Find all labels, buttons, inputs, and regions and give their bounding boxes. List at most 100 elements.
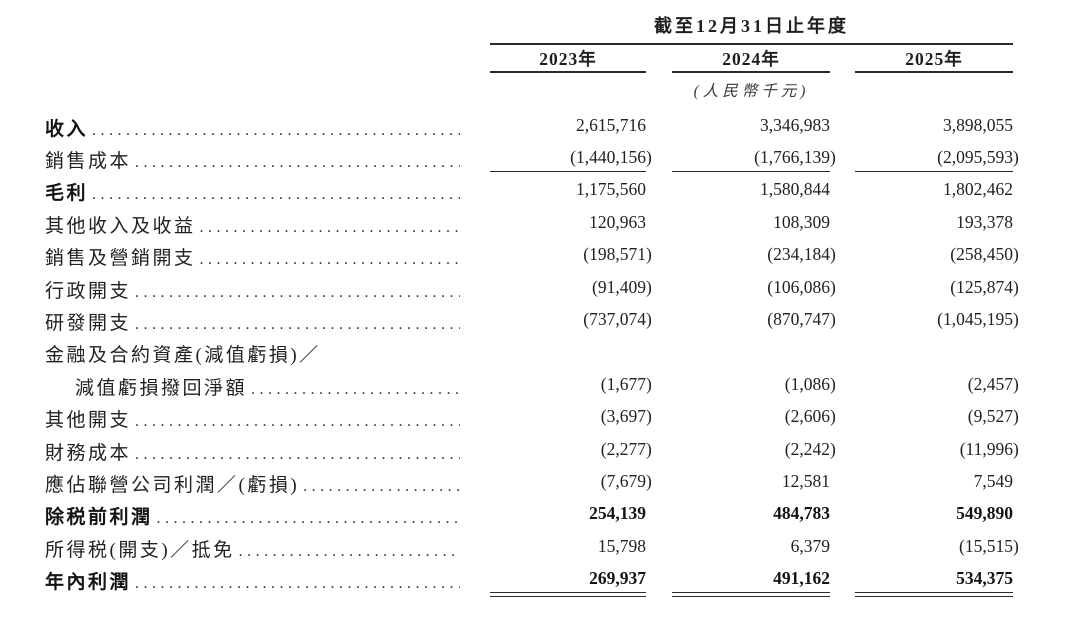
value-2024: 484,783 [672,500,841,532]
table-row: 應佔聯營公司利潤／(虧損) (7,679 ) 12,581 7,549 [45,467,1080,499]
paren-slot: ) [830,406,836,427]
row-label-cell: 所得税(開支)／抵免 [45,535,490,562]
row-label: 收入 [45,118,89,140]
value-2024: (2,242 ) [672,435,841,467]
paren-slot: ) [1013,276,1019,297]
value-text: (1,440,156 [570,146,646,167]
value-text: 1,802,462 [943,179,1013,200]
value-2023: 254,139 [490,500,657,532]
paren-slot: ) [646,373,652,394]
value-text: (2,242 [784,438,830,459]
header-rule [490,43,1013,45]
value-text: (2,606 [784,406,830,427]
row-label-cell: 研發開支 [45,308,490,335]
paren-slot [830,176,841,204]
value-2025: (9,527 ) [855,403,1024,435]
year-label: 2023年 [490,45,646,73]
row-label: 減值虧損撥回淨額 [75,377,248,399]
value-text: 3,898,055 [943,114,1013,135]
value-text: (7,679 [600,470,646,491]
value-2023 [490,338,657,370]
value-2025: (1,045,195 ) [855,305,1024,337]
paren-slot: ) [646,438,652,459]
row-label-cell: 財務成本 [45,438,490,465]
paren-slot [646,208,657,236]
value-text: (2,277 [600,438,646,459]
row-label: 應佔聯營公司利潤／(虧損) [45,474,300,496]
paren-slot: ) [830,147,836,168]
paren-slot [830,564,841,592]
value-text: (91,409 [592,276,646,297]
value-2023: 269,937 [490,564,657,598]
year-column-2024: 2024年 [672,45,841,73]
value-2025: 7,549 [855,467,1024,499]
dot-leader [92,122,460,140]
paren-slot [646,45,657,73]
value-text: (234,184 [767,244,830,265]
paren-slot: ) [1013,309,1019,330]
dot-leader [135,575,460,593]
paren-slot [830,500,841,528]
paren-slot [830,111,841,139]
value-text: 269,937 [589,567,646,588]
value-2024: (870,747 ) [672,305,841,337]
row-label: 其他收入及收益 [45,215,196,237]
value-text: (1,677 [600,373,646,394]
row-label: 年內利潤 [45,572,132,594]
value-text: (1,766,139 [754,146,830,167]
table-row: 銷售及營銷開支 (198,571 ) (234,184 ) (258,450 ) [45,241,1080,273]
paren-slot: ) [646,406,652,427]
paren-slot [1013,500,1024,528]
value-2025: 549,890 [855,500,1024,532]
row-label: 行政開支 [45,280,132,302]
table-row: 行政開支 (91,409 ) (106,086 ) (125,874 ) [45,273,1080,305]
dot-leader [135,284,460,302]
paren-slot [830,208,841,236]
value-2025: 1,802,462 [855,176,1024,208]
value-2024: 491,162 [672,564,841,598]
value-text: (1,045,195 [937,309,1013,330]
value-2024: 1,580,844 [672,176,841,208]
paren-slot: ) [646,309,652,330]
paren-slot [1013,467,1024,495]
paren-slot: ) [1013,373,1019,394]
paren-slot [830,338,841,366]
dot-leader [303,478,460,496]
paren-slot: ) [646,147,652,168]
paren-slot: ) [646,276,652,297]
value-2023: (2,277 ) [490,435,657,467]
paren-slot [1013,176,1024,204]
value-2024: 108,309 [672,208,841,240]
table-row: 所得税(開支)／抵免 15,798 6,379 (15,515 ) [45,532,1080,564]
value-text: (870,747 [767,309,830,330]
value-2023: (198,571 ) [490,241,657,273]
value-2023: 120,963 [490,208,657,240]
value-text: 15,798 [597,535,646,556]
dot-leader [251,381,460,399]
table-row: 收入 2,615,716 3,346,983 3,898,055 [45,111,1080,143]
value-text: 1,175,560 [576,179,646,200]
value-text: (198,571 [583,244,646,265]
value-text: 1,580,844 [760,179,830,200]
row-label-cell: 銷售成本 [45,146,490,173]
row-label: 其他開支 [45,410,132,432]
paren-slot [1013,208,1024,236]
paren-slot [830,45,841,73]
paren-slot: ) [646,470,652,491]
table-row: 其他收入及收益 120,963 108,309 193,378 [45,208,1080,240]
value-text: (3,697 [600,406,646,427]
dot-leader [239,543,460,561]
paren-slot [1013,338,1024,366]
year-label: 2024年 [672,45,830,73]
year-label: 2025年 [855,45,1013,73]
value-2023: (7,679 ) [490,467,657,499]
value-text: 3,346,983 [760,114,830,135]
value-2025: (258,450 ) [855,241,1024,273]
row-label: 所得税(開支)／抵免 [45,539,235,561]
value-2023: 2,615,716 [490,111,657,143]
table-row: 銷售成本 (1,440,156 ) (1,766,139 ) (2,095,59… [45,143,1080,175]
dot-leader [135,154,460,172]
paren-slot: ) [1013,244,1019,265]
table-row: 年內利潤 269,937 491,162 534,375 [45,564,1080,598]
